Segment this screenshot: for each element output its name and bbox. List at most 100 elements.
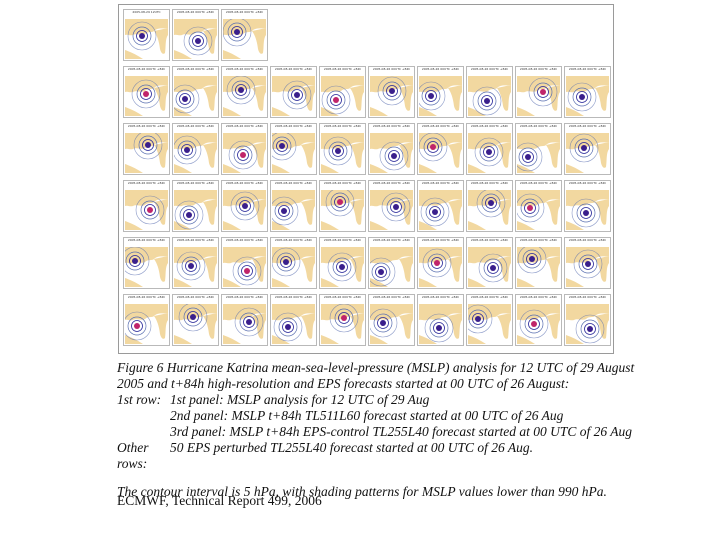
caption-contour-note: The contour interval is 5 hPa, with shad… (117, 484, 607, 499)
mslp-map (174, 247, 217, 287)
mslp-panel-member: 2005-08-26 00UTC +84h (564, 237, 611, 289)
mslp-map (566, 133, 609, 173)
mslp-map (517, 304, 560, 344)
panel-header: 2005-08-26 00UTC +84h (127, 67, 166, 71)
panel-header: 2005-08-26 00UTC +84h (176, 238, 215, 242)
panel-header: 2005-08-26 00UTC +84h (568, 238, 607, 242)
mslp-map (321, 247, 364, 287)
mslp-panel-member: 2005-08-26 00UTC +84h (466, 294, 513, 346)
mslp-map (468, 190, 511, 230)
panel-header: 2005-08-26 00UTC +84h (372, 238, 411, 242)
caption-other-text: 50 EPS perturbed TL255L40 forecast start… (170, 440, 534, 455)
caption-row1-line1: 1st row: 1st panel: MSLP analysis for 12… (117, 392, 637, 408)
mslp-map (370, 133, 413, 173)
panel-header: 2005-08-26 00UTC +84h (127, 181, 166, 185)
mslp-panel-member: 2005-08-26 00UTC +84h (172, 123, 219, 175)
mslp-panel-member: 2005-08-26 00UTC +84h (368, 237, 415, 289)
mslp-map (223, 19, 266, 59)
caption-panel1-text: 1st panel: MSLP analysis for 12 UTC of 2… (170, 392, 430, 407)
panel-header: 2005-08-26 00UTC +84h (519, 295, 558, 299)
caption-row1-line3: 3rd panel: MSLP t+84h EPS-control TL255L… (117, 424, 637, 440)
mslp-panel-member: 2005-08-26 00UTC +84h (368, 294, 415, 346)
mslp-map (517, 247, 560, 287)
panel-header: 2005-08-26 00UTC +84h (274, 181, 313, 185)
mslp-panel-member: 2005-08-26 00UTC +84h (319, 180, 366, 232)
caption-panel2-text: 2nd panel: MSLP t+84h TL511L60 forecast … (170, 408, 564, 423)
mslp-panel-member: 2005-08-26 00UTC +84h (221, 294, 268, 346)
panel-header: 2005-08-26 00UTC +84h (176, 295, 215, 299)
panel-header: 2005-08-26 00UTC +84h (568, 124, 607, 128)
mslp-map (272, 133, 315, 173)
panel-header: 2005-08-26 00UTC +84h (372, 67, 411, 71)
mslp-panel-member: 2005-08-26 00UTC +84h (221, 180, 268, 232)
panel-header: 2005-08-26 00UTC +84h (225, 67, 264, 71)
panel-header: 2005-08-26 00UTC +84h (274, 67, 313, 71)
mslp-map (223, 76, 266, 116)
panel-header: 2005-08-26 00UTC +84h (421, 124, 460, 128)
mslp-map (174, 133, 217, 173)
mslp-map (174, 190, 217, 230)
mslp-panel-member: 2005-08-26 00UTC +84h (221, 123, 268, 175)
mslp-map (419, 76, 462, 116)
mslp-panel-member: 2005-08-26 00UTC +84h (123, 294, 170, 346)
panel-header: 2005-08-26 00UTC +84h (274, 124, 313, 128)
mslp-map (566, 190, 609, 230)
mslp-panel-member: 2005-08-26 00UTC +84h (270, 294, 317, 346)
panel-header: 2005-08-26 00UTC +84h (519, 124, 558, 128)
mslp-map (272, 76, 315, 116)
mslp-panel-row1: 2005-08-29 12UTC (123, 9, 170, 61)
mslp-map (566, 76, 609, 116)
mslp-map (468, 133, 511, 173)
panel-header: 2005-08-26 00UTC +84h (176, 67, 215, 71)
panel-header: 2005-08-26 00UTC +84h (127, 238, 166, 242)
mslp-map (174, 76, 217, 116)
mslp-panel-member: 2005-08-26 00UTC +84h (515, 180, 562, 232)
mslp-panel-member: 2005-08-26 00UTC +84h (172, 66, 219, 118)
mslp-panel-member: 2005-08-26 00UTC +84h (319, 294, 366, 346)
mslp-map (272, 247, 315, 287)
mslp-panel-member: 2005-08-26 00UTC +84h (319, 66, 366, 118)
mslp-panel-member: 2005-08-26 00UTC +84h (319, 123, 366, 175)
forecast-panel-grid: 2005-08-29 12UTC 2005-08-26 00UTC +84h 200… (118, 4, 614, 354)
panel-header: 2005-08-26 00UTC +84h (323, 238, 362, 242)
mslp-panel-member: 2005-08-26 00UTC +84h (172, 294, 219, 346)
mslp-panel-member: 2005-08-26 00UTC +84h (123, 66, 170, 118)
panel-header: 2005-08-26 00UTC +84h (568, 295, 607, 299)
mslp-map (272, 304, 315, 344)
panel-header: 2005-08-26 00UTC +84h (519, 181, 558, 185)
panel-header: 2005-08-26 00UTC +84h (274, 295, 313, 299)
panel-header: 2005-08-26 00UTC +84h (225, 238, 264, 242)
mslp-panel-member: 2005-08-26 00UTC +84h (564, 66, 611, 118)
mslp-panel-member: 2005-08-26 00UTC +84h (564, 294, 611, 346)
panel-header: 2005-08-26 00UTC +84h (568, 181, 607, 185)
mslp-panel-member: 2005-08-26 00UTC +84h (564, 123, 611, 175)
panel-header: 2005-08-26 00UTC +84h (225, 10, 264, 14)
panel-header: 2005-08-26 00UTC +84h (421, 295, 460, 299)
mslp-map (321, 190, 364, 230)
mslp-panel-member: 2005-08-26 00UTC +84h (417, 66, 464, 118)
mslp-panel-member: 2005-08-26 00UTC +84h (319, 237, 366, 289)
mslp-panel-member: 2005-08-26 00UTC +84h (172, 237, 219, 289)
mslp-map (125, 247, 168, 287)
mslp-map (419, 190, 462, 230)
panel-header: 2005-08-26 00UTC +84h (176, 181, 215, 185)
panel-header: 2005-08-26 00UTC +84h (470, 295, 509, 299)
mslp-map (370, 304, 413, 344)
mslp-map (517, 190, 560, 230)
mslp-map (419, 304, 462, 344)
mslp-map (468, 76, 511, 116)
mslp-map (321, 76, 364, 116)
caption-panel3-text: 3rd panel: MSLP t+84h EPS-control TL255L… (170, 424, 632, 439)
panel-header: 2005-08-26 00UTC +84h (323, 67, 362, 71)
mslp-panel-member: 2005-08-26 00UTC +84h (466, 237, 513, 289)
panel-header: 2005-08-26 00UTC +84h (421, 238, 460, 242)
mslp-map (223, 247, 266, 287)
mslp-map (321, 304, 364, 344)
mslp-panel-member: 2005-08-26 00UTC +84h (270, 180, 317, 232)
mslp-panel-member: 2005-08-26 00UTC +84h (417, 180, 464, 232)
mslp-panel-member: 2005-08-26 00UTC +84h (172, 180, 219, 232)
mslp-panel-member: 2005-08-26 00UTC +84h (368, 180, 415, 232)
panel-header: 2005-08-26 00UTC +84h (225, 124, 264, 128)
mslp-map (174, 304, 217, 344)
panel-header: 2005-08-26 00UTC +84h (323, 124, 362, 128)
